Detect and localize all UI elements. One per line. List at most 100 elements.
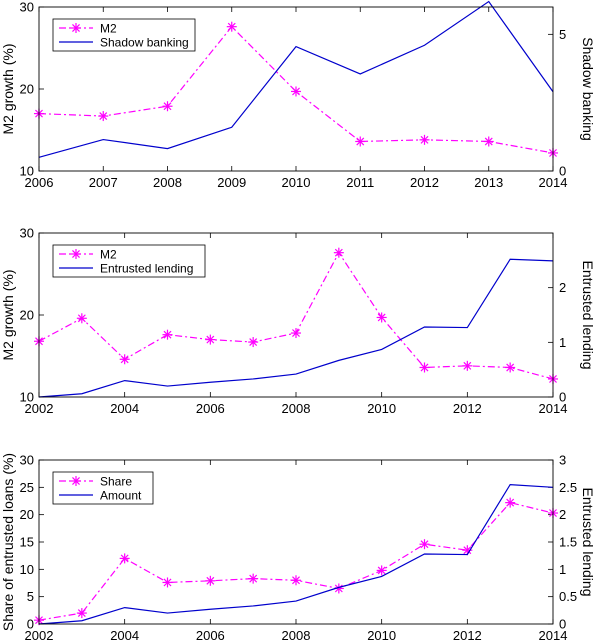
y-left-tick-label: 20 bbox=[20, 507, 34, 522]
data-point bbox=[162, 101, 173, 112]
axes-frame bbox=[38, 6, 554, 172]
series-line-shadow-banking bbox=[38, 0, 554, 158]
legend-label: M2 bbox=[100, 22, 117, 36]
data-point bbox=[98, 111, 109, 122]
legend-box bbox=[52, 244, 206, 278]
x-tick-label: 2010 bbox=[367, 628, 396, 640]
data-point bbox=[355, 136, 366, 147]
x-tick-label: 2009 bbox=[217, 175, 246, 190]
data-point bbox=[291, 86, 301, 97]
series-line-m2 bbox=[38, 25, 554, 154]
y-left-tick-label: 15 bbox=[20, 535, 34, 550]
y-right-axis-label: Shadow banking bbox=[580, 37, 596, 141]
y-left-tick-label: 20 bbox=[20, 308, 34, 323]
y-right-tick-label: 2 bbox=[559, 280, 566, 295]
data-point bbox=[376, 312, 387, 323]
data-point bbox=[119, 553, 130, 564]
data-point bbox=[226, 21, 237, 32]
x-tick-label: 2006 bbox=[25, 175, 54, 190]
x-tick-label: 2008 bbox=[282, 628, 311, 640]
x-tick-label: 2010 bbox=[282, 175, 311, 190]
chart-panel-2: 2002 2004 2006 2008 2010 2012 2014 10 20 30 0 1 2 M2 … bbox=[0, 226, 596, 417]
y-right-tick-label: 1.5 bbox=[559, 535, 577, 550]
y-left-tick-label: 20 bbox=[20, 82, 34, 97]
legend-marker bbox=[71, 249, 81, 259]
data-point bbox=[205, 334, 216, 345]
data-point bbox=[248, 337, 259, 348]
x-tick-label: 2011 bbox=[346, 175, 374, 190]
x-tick-label: 2002 bbox=[25, 401, 54, 416]
x-tick-label: 2012 bbox=[453, 628, 482, 640]
y-right-tick-label: 2.5 bbox=[559, 480, 577, 495]
x-tick-label: 2014 bbox=[539, 175, 568, 190]
legend-label: Share bbox=[100, 475, 132, 489]
data-point bbox=[248, 573, 259, 584]
legend-marker bbox=[71, 23, 81, 33]
y-left-tick-label: 10 bbox=[20, 562, 34, 577]
data-point bbox=[376, 565, 387, 576]
legend-marker bbox=[71, 476, 81, 486]
y-right-tick-label: 1 bbox=[559, 335, 566, 350]
data-point bbox=[419, 362, 430, 373]
y-right-tick-label: 0 bbox=[559, 617, 566, 632]
axes-frame bbox=[38, 459, 554, 625]
data-point bbox=[333, 247, 344, 258]
x-tick-label: 2014 bbox=[539, 401, 568, 416]
data-point bbox=[483, 136, 494, 147]
series-line-entrusted-lending bbox=[38, 258, 554, 398]
x-tick-label: 2014 bbox=[539, 628, 568, 640]
data-point bbox=[162, 329, 173, 340]
y-right-tick-label: 1 bbox=[559, 562, 566, 577]
y-left-tick-label: 10 bbox=[20, 390, 34, 405]
y-right-tick-label: 0 bbox=[559, 390, 566, 405]
y-right-tick-label: 0.5 bbox=[559, 589, 577, 604]
y-right-tick-label: 2 bbox=[559, 507, 566, 522]
x-tick-label: 2007 bbox=[89, 175, 118, 190]
legend-label: Amount bbox=[100, 489, 142, 503]
y-left-axis-label: M2 growth (%) bbox=[0, 43, 16, 134]
x-tick-label: 2004 bbox=[110, 401, 139, 416]
data-point bbox=[119, 354, 130, 365]
data-point bbox=[76, 608, 87, 619]
data-point bbox=[162, 577, 173, 588]
data-point bbox=[505, 362, 516, 373]
y-right-tick-label: 0 bbox=[559, 164, 566, 179]
y-left-tick-label: 30 bbox=[20, 453, 34, 468]
x-tick-label: 2004 bbox=[110, 628, 139, 640]
x-tick-label: 2012 bbox=[453, 401, 482, 416]
data-point bbox=[419, 134, 430, 145]
data-point bbox=[291, 575, 301, 586]
x-tick-label: 2006 bbox=[196, 628, 225, 640]
y-left-tick-label: 5 bbox=[27, 589, 34, 604]
y-left-axis-label: Share of entrusted loans (%) bbox=[0, 453, 16, 631]
x-tick-label: 2008 bbox=[282, 401, 311, 416]
data-point bbox=[291, 328, 301, 339]
data-point bbox=[76, 313, 87, 324]
x-tick-label: 2008 bbox=[153, 175, 182, 190]
y-right-axis-label: Entrusted lending bbox=[580, 488, 596, 597]
y-left-tick-label: 30 bbox=[20, 226, 34, 241]
legend-label: Shadow banking bbox=[100, 36, 189, 50]
x-tick-label: 2012 bbox=[410, 175, 439, 190]
legend-label: Entrusted lending bbox=[100, 262, 193, 276]
x-tick-label: 2006 bbox=[196, 401, 225, 416]
legend-box bbox=[52, 18, 196, 52]
x-tick-label: 2013 bbox=[474, 175, 503, 190]
y-left-tick-label: 0 bbox=[27, 617, 34, 632]
y-left-axis-label: M2 growth (%) bbox=[0, 269, 16, 360]
chart-panel-3: 2002 2004 2006 2008 2010 2012 2014051015202530… bbox=[0, 453, 596, 640]
y-right-tick-label: 5 bbox=[559, 27, 566, 42]
data-point bbox=[505, 497, 516, 508]
axes-frame bbox=[38, 232, 554, 398]
data-point bbox=[205, 575, 216, 586]
y-left-tick-label: 30 bbox=[20, 0, 34, 15]
data-point bbox=[419, 539, 430, 550]
y-left-tick-label: 25 bbox=[20, 480, 34, 495]
chart-panel-1: 2006 2007 2008 2009 2010 2011 2012 2013 2014 10 20… bbox=[0, 0, 596, 190]
y-right-tick-label: 3 bbox=[559, 453, 566, 468]
x-tick-label: 2002 bbox=[25, 628, 54, 640]
